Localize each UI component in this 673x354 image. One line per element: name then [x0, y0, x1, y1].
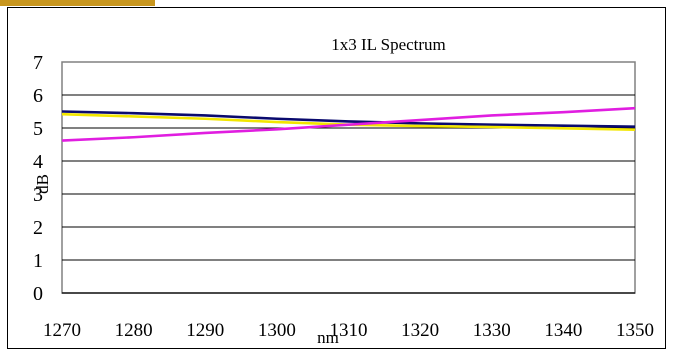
plot-area	[61, 61, 636, 294]
x-tick-label: 1300	[258, 320, 296, 341]
chart-svg: 0 1 2 3 4 5 6 7 1270 1280 1290 1300 1310 1320 1330 134…	[33, 35, 654, 347]
x-tick-label: 1320	[401, 320, 439, 341]
chart-title: 1x3 IL Spectrum	[331, 35, 446, 54]
x-axis-label: nm	[317, 328, 339, 347]
y-tick-label: 7	[33, 52, 43, 74]
y-axis-label: dB	[33, 174, 52, 194]
x-tick-label: 1310	[330, 320, 368, 341]
x-tick-labels: 1270 1280 1290 1300 1310 1320 1330 1340 1350	[43, 320, 654, 341]
y-tick-label: 0	[33, 283, 43, 305]
y-tick-label: 2	[33, 217, 43, 239]
y-tick-labels: 0 1 2 3 4 5 6 7	[33, 52, 43, 305]
x-tick-label: 1270	[43, 320, 81, 341]
y-tick-label: 1	[33, 250, 43, 272]
header-tab-strip	[0, 0, 155, 6]
grid-layer	[62, 94, 635, 294]
x-tick-label: 1330	[473, 320, 511, 341]
x-tick-label: 1350	[616, 320, 654, 341]
series-layer	[61, 106, 636, 142]
x-tick-label: 1340	[544, 320, 582, 341]
y-tick-label: 6	[33, 85, 43, 107]
chart-frame: 0 1 2 3 4 5 6 7 1270 1280 1290 1300 1310 1320 1330 134…	[7, 7, 666, 349]
y-tick-label: 3	[33, 184, 43, 206]
x-tick-label: 1280	[115, 320, 153, 341]
y-tick-label: 4	[33, 151, 43, 173]
series-line-1	[61, 110, 636, 128]
series-line-3	[61, 106, 636, 142]
y-tick-label: 5	[33, 118, 43, 140]
x-tick-label: 1290	[186, 320, 224, 341]
